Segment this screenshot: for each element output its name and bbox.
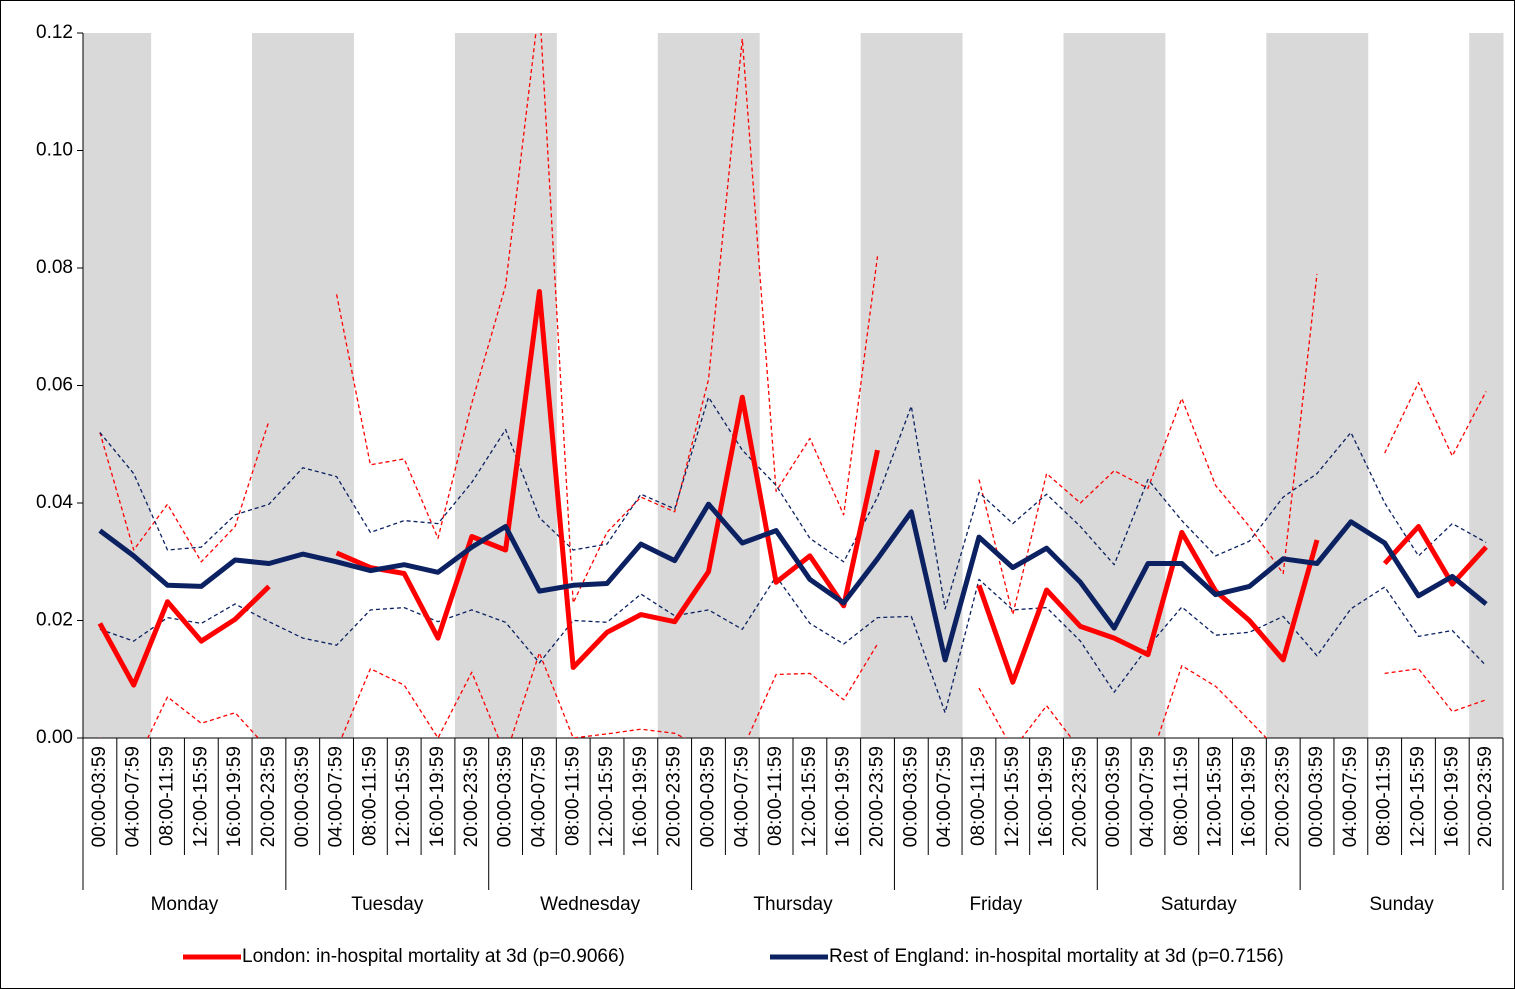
x-tick-label: 08:00-11:59 [1374,746,1395,846]
x-tick-label: 20:00-23:59 [461,746,482,847]
x-tick-label: 16:00-19:59 [833,746,854,847]
x-tick-label: 04:00-07:59 [1137,746,1158,847]
night-band [894,33,929,738]
x-tick-label: 04:00-07:59 [528,746,549,847]
x-tick-label: 04:00-07:59 [1340,746,1361,847]
group-label: Saturday [1161,894,1238,915]
x-tick-label: 20:00-23:59 [1069,746,1090,847]
night-band [928,33,963,738]
night-band [725,33,760,738]
x-tick-label: 20:00-23:59 [1475,746,1496,847]
night-band [1300,33,1335,738]
x-tick-label: 16:00-19:59 [1036,746,1057,847]
night-band [1266,33,1301,738]
y-tick-label: 0.06 [36,375,73,396]
night-band [1063,33,1098,738]
night-band [319,33,354,738]
night-band [860,33,895,738]
night-band [83,33,118,738]
night-band [252,33,287,738]
x-tick-label: 12:00-15:59 [1002,746,1023,847]
x-tick-label: 04:00-07:59 [123,746,144,847]
night-band [285,33,321,738]
x-tick-label: 12:00-15:59 [1407,746,1428,847]
x-tick-label: 00:00-03:59 [292,746,313,847]
x-tick-label: 08:00-11:59 [359,746,380,846]
y-tick-label: 0.02 [36,610,73,631]
x-tick-label: 12:00-15:59 [596,746,617,847]
y-tick-label: 0.12 [36,22,73,43]
x-tick-label: 00:00-03:59 [495,746,516,847]
x-tick-label: 00:00-03:59 [1103,746,1124,847]
x-tick-label: 00:00-03:59 [1306,746,1327,847]
legend-label: London: in-hospital mortality at 3d (p=0… [242,946,625,967]
x-tick-label: 20:00-23:59 [664,746,685,847]
series-line [98,501,1488,663]
x-tick-label: 00:00-03:59 [89,746,110,847]
y-tick-label: 0.00 [36,727,73,748]
x-tick-label: 16:00-19:59 [224,746,245,847]
night-band [1097,33,1132,738]
night-band [1469,33,1504,738]
x-tick-label: 16:00-19:59 [630,746,651,847]
series-line [97,289,1488,688]
plot-area [97,33,1488,738]
x-tick-label: 16:00-19:59 [1238,746,1259,847]
x-tick-label: 12:00-15:59 [190,746,211,847]
group-label: Sunday [1369,894,1434,915]
night-band [454,33,490,738]
night-band [657,33,693,738]
x-tick-label: 20:00-23:59 [1272,746,1293,847]
x-tick-label: 08:00-11:59 [968,746,989,846]
x-tick-label: 12:00-15:59 [799,746,820,847]
x-tick-label: 08:00-11:59 [157,746,178,846]
x-tick-label: 00:00-03:59 [900,746,921,847]
group-label: Monday [151,894,219,915]
night-band [116,33,152,738]
x-tick-label: 00:00-03:59 [697,746,718,847]
x-tick-label: 12:00-15:59 [1205,746,1226,847]
group-label: Tuesday [351,894,424,915]
x-tick-label: 04:00-07:59 [731,746,752,847]
x-tick-label: 08:00-11:59 [562,746,583,846]
x-tick-label: 12:00-15:59 [393,746,414,847]
ci-line [99,396,1487,610]
x-tick-label: 04:00-07:59 [326,746,347,847]
x-tick-label: 16:00-19:59 [1441,746,1462,847]
x-tick-label: 08:00-11:59 [765,746,786,846]
y-tick-label: 0.04 [36,492,73,513]
night-band [488,33,524,738]
y-tick-label: 0.10 [36,140,73,161]
x-tick-label: 20:00-23:59 [258,746,279,847]
night-band [691,33,726,738]
x-tick-label: 20:00-23:59 [867,746,888,847]
night-band [1333,33,1369,738]
group-label: Friday [969,894,1022,915]
x-tick-label: 08:00-11:59 [1171,746,1192,846]
x-tick-label: 16:00-19:59 [427,746,448,847]
y-tick-label: 0.08 [36,257,73,278]
x-tick-label: 04:00-07:59 [934,746,955,847]
ci-line [99,575,1487,714]
night-band [1131,33,1166,738]
ci-line [99,33,1487,616]
group-label: Thursday [753,894,833,915]
group-label: Wednesday [540,894,640,915]
legend-label: Rest of England: in-hospital mortality a… [829,946,1284,967]
